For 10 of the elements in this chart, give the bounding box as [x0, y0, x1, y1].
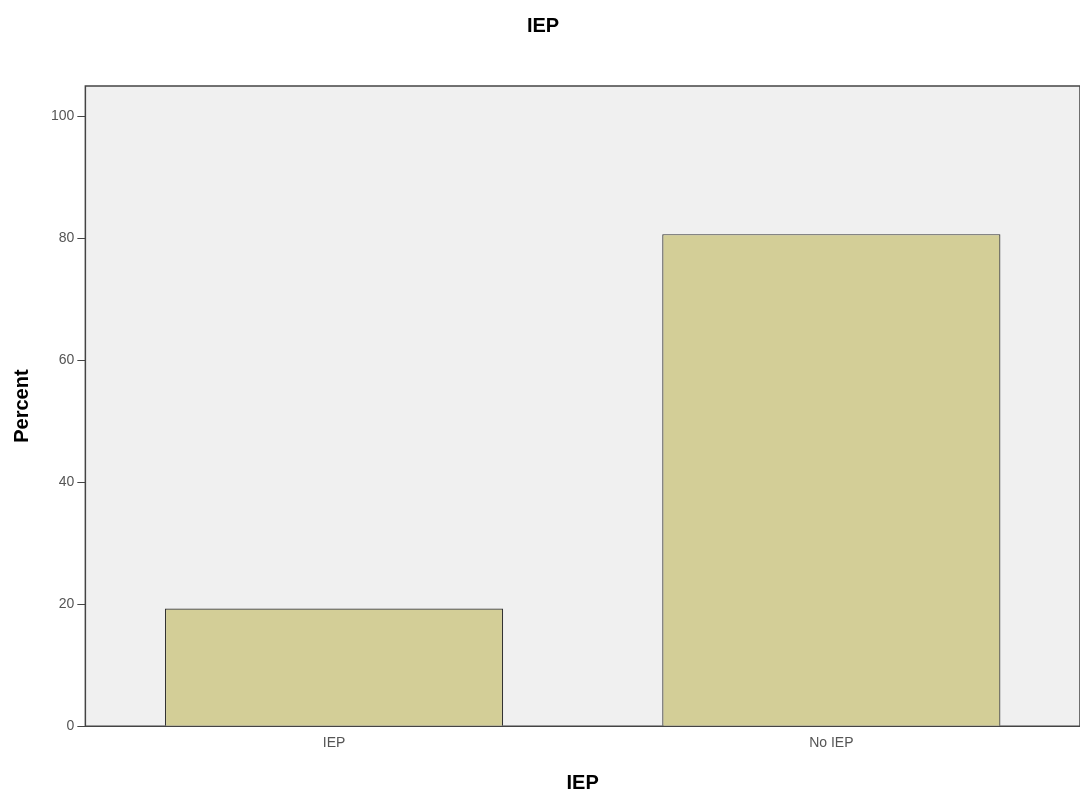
y-axis-title: Percent: [9, 369, 32, 443]
y-tick-label: 80: [58, 229, 75, 246]
chart-title: IEP: [526, 13, 560, 36]
y-tick-label: 40: [58, 473, 75, 490]
y-tick-label: 0: [66, 717, 75, 734]
x-tick-label: No IEP: [809, 734, 854, 751]
y-tick-label: 20: [58, 595, 75, 612]
y-tick-label: 60: [58, 351, 75, 368]
x-axis-title: IEP: [566, 770, 599, 793]
y-tick-label: 100: [51, 107, 75, 124]
